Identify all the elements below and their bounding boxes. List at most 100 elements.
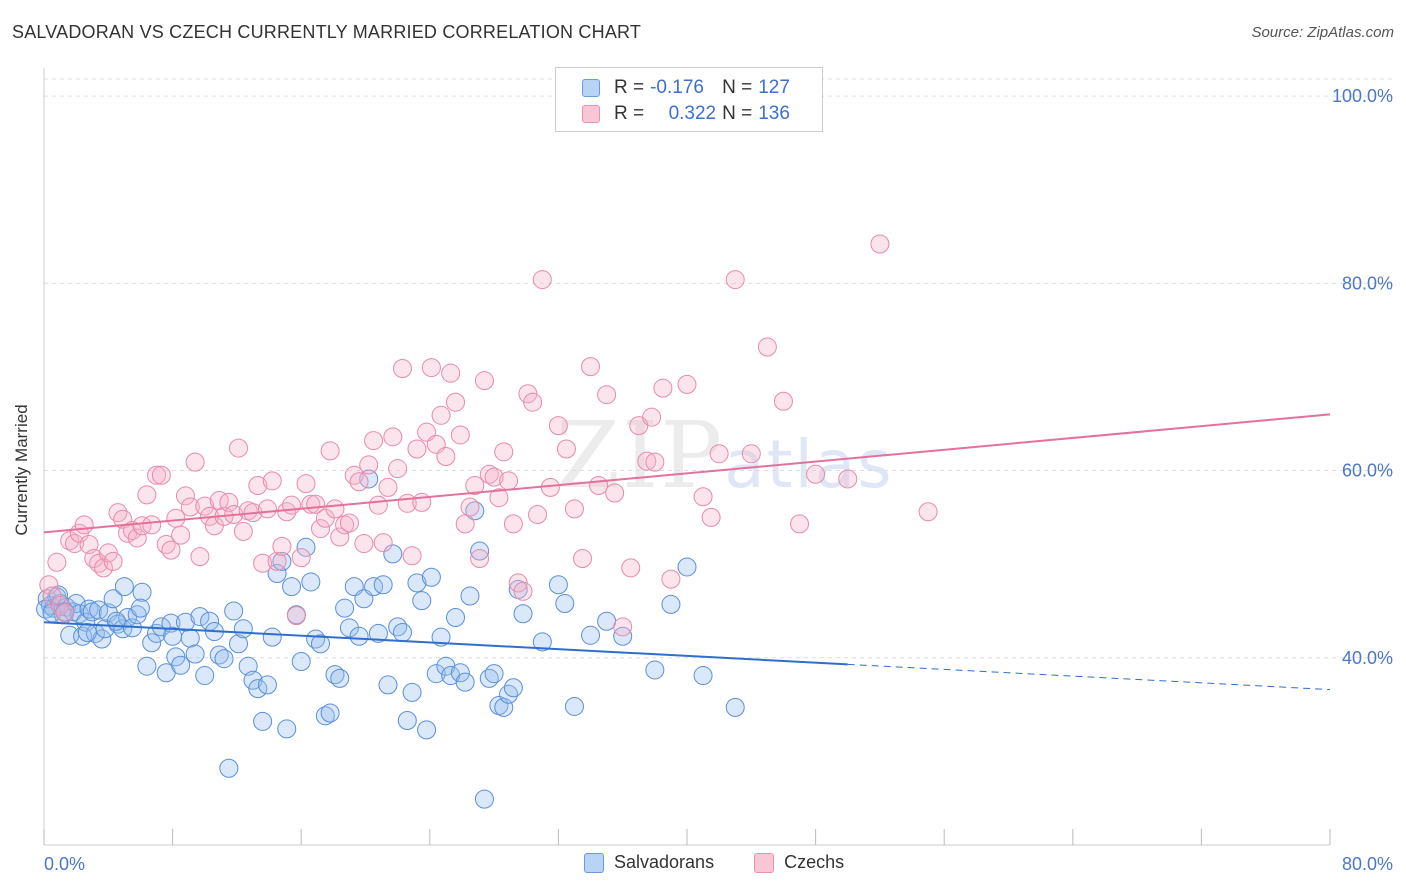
czech-point xyxy=(484,467,504,487)
czech-point xyxy=(383,427,403,447)
legend-item-salvadorans: Salvadorans xyxy=(584,852,714,873)
salvadoran-point xyxy=(421,567,441,587)
czech-point xyxy=(47,552,67,572)
salvadoran-point xyxy=(661,594,681,614)
czech-point xyxy=(392,359,412,379)
salvadoran-point xyxy=(548,575,568,595)
salvadoran-point xyxy=(364,577,384,597)
czech-point xyxy=(806,464,826,484)
salvadoran-point xyxy=(248,679,268,699)
grid-lines xyxy=(44,78,1392,659)
czech-point xyxy=(55,603,75,623)
czech-point xyxy=(291,548,311,568)
czech-point xyxy=(661,569,681,589)
legend-r-label: R = xyxy=(614,103,645,124)
salvadoran-point xyxy=(262,627,282,647)
czech-point xyxy=(474,371,494,391)
czech-point xyxy=(407,439,427,459)
salvadoran-point xyxy=(373,575,393,595)
czech-point xyxy=(465,476,485,496)
salvadoran-point xyxy=(426,664,446,684)
czech-point xyxy=(253,553,273,573)
salvadoran-point xyxy=(142,633,162,653)
salvadoran-point xyxy=(555,593,575,613)
czech-point xyxy=(74,515,94,535)
salvadoran-point xyxy=(474,789,494,809)
salvadorans-legend-label: Salvadorans xyxy=(614,852,715,872)
czech-point xyxy=(455,514,475,534)
czech-point xyxy=(151,465,171,485)
czech-point xyxy=(597,385,617,405)
salvadoran-point xyxy=(113,619,133,639)
czech-point xyxy=(528,505,548,525)
watermark-atlas: atlas xyxy=(724,426,894,503)
czech-point xyxy=(209,490,229,510)
salvadoran-point xyxy=(301,572,321,592)
czech-point xyxy=(412,492,432,512)
czech-point xyxy=(171,525,191,545)
watermark: ZIPatlas xyxy=(556,402,894,509)
czech-point xyxy=(330,527,350,547)
czech-point xyxy=(137,485,157,505)
czech-point xyxy=(489,488,509,508)
czech-point xyxy=(431,405,451,425)
salvadoran-point xyxy=(185,644,205,664)
salvadoran-point xyxy=(349,626,369,646)
legend-n-label: N = xyxy=(722,103,753,124)
salvadoran-point xyxy=(513,604,533,624)
czech-point xyxy=(503,514,523,534)
salvadoran-point xyxy=(693,666,713,686)
salvadoran-point xyxy=(48,585,68,605)
czech-point xyxy=(349,472,369,492)
salvadoran-point xyxy=(503,678,523,698)
tick-labels: 40.0% 60.0% 80.0% 100.0% 0.0% 80.0% xyxy=(44,86,1393,874)
salvadoran-point xyxy=(383,544,403,564)
czech-point xyxy=(257,499,277,519)
salvadoran-point xyxy=(470,541,490,561)
czech-point xyxy=(709,444,729,464)
czech-point xyxy=(918,502,938,522)
czech-point xyxy=(296,474,316,494)
salvadoran-point xyxy=(455,672,475,692)
czech-point xyxy=(354,534,374,554)
legend-n-label: N = xyxy=(722,77,753,98)
czech-point xyxy=(556,439,576,459)
salvadoran-point xyxy=(446,608,466,628)
salvadoran-point xyxy=(114,577,134,597)
salvadorans-swatch xyxy=(582,79,600,97)
salvadoran-point xyxy=(277,719,297,739)
czech-point xyxy=(757,337,777,357)
salvadoran-point xyxy=(79,599,99,619)
salvadoran-point xyxy=(282,577,302,597)
czech-point xyxy=(589,476,609,496)
legend-row-czechs: R = 0.322 N = 136 xyxy=(582,102,796,126)
salvadoran-point xyxy=(190,607,210,627)
czech-point xyxy=(272,536,292,556)
legend-stats: R = -0.176 N = 127 R = 0.322 N = 136 xyxy=(555,67,823,132)
czech-point xyxy=(93,558,113,578)
salvadoran-point xyxy=(233,619,253,639)
salvadoran-point xyxy=(224,601,244,621)
salvadoran-point xyxy=(180,628,200,648)
salvadoran-point xyxy=(272,551,292,571)
czech-point xyxy=(320,441,340,461)
czech-point xyxy=(195,496,215,516)
salvadoran-point xyxy=(597,611,617,631)
salvadoran-point xyxy=(253,711,273,731)
salvadoran-point xyxy=(229,634,249,654)
czechs-trend-line xyxy=(43,413,1331,534)
czech-point xyxy=(870,234,890,254)
czech-point xyxy=(108,503,128,523)
czech-point xyxy=(142,515,162,535)
czech-point xyxy=(339,513,359,533)
czech-point xyxy=(166,508,186,528)
czech-point xyxy=(185,452,205,472)
czech-point xyxy=(513,581,533,601)
czech-point xyxy=(378,477,398,497)
czechs-swatch xyxy=(582,105,600,123)
salvadorans-n-value: 127 xyxy=(758,77,790,98)
salvadorans-legend-swatch xyxy=(584,852,604,873)
salvadoran-point xyxy=(82,602,102,622)
czech-point xyxy=(325,499,345,519)
y-tick-label: 40.0% xyxy=(1342,648,1393,668)
